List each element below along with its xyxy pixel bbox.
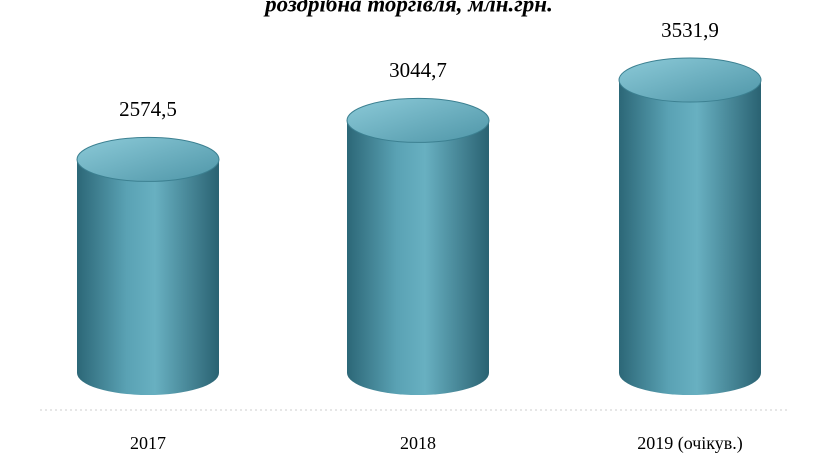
data-label: 2574,5	[119, 97, 177, 121]
cylinder-top	[618, 57, 762, 103]
cylinder-bar	[618, 57, 762, 395]
chart-title: роздрібна торгівля, млн.грн.	[263, 0, 553, 16]
x-tick-label: 2017	[130, 433, 166, 453]
cylinder-body	[347, 120, 489, 373]
cylinder-bar	[346, 97, 490, 395]
cylinder-top	[346, 97, 490, 143]
data-label: 3531,9	[661, 18, 719, 42]
x-tick-label: 2018	[400, 433, 436, 453]
cylinder-body	[77, 159, 219, 373]
cylinder-bar	[76, 136, 220, 395]
x-tick-label: 2019 (очікув.)	[637, 433, 743, 454]
data-label: 3044,7	[389, 58, 447, 82]
cylinder-body	[619, 80, 761, 373]
cylinder-top	[76, 136, 220, 182]
